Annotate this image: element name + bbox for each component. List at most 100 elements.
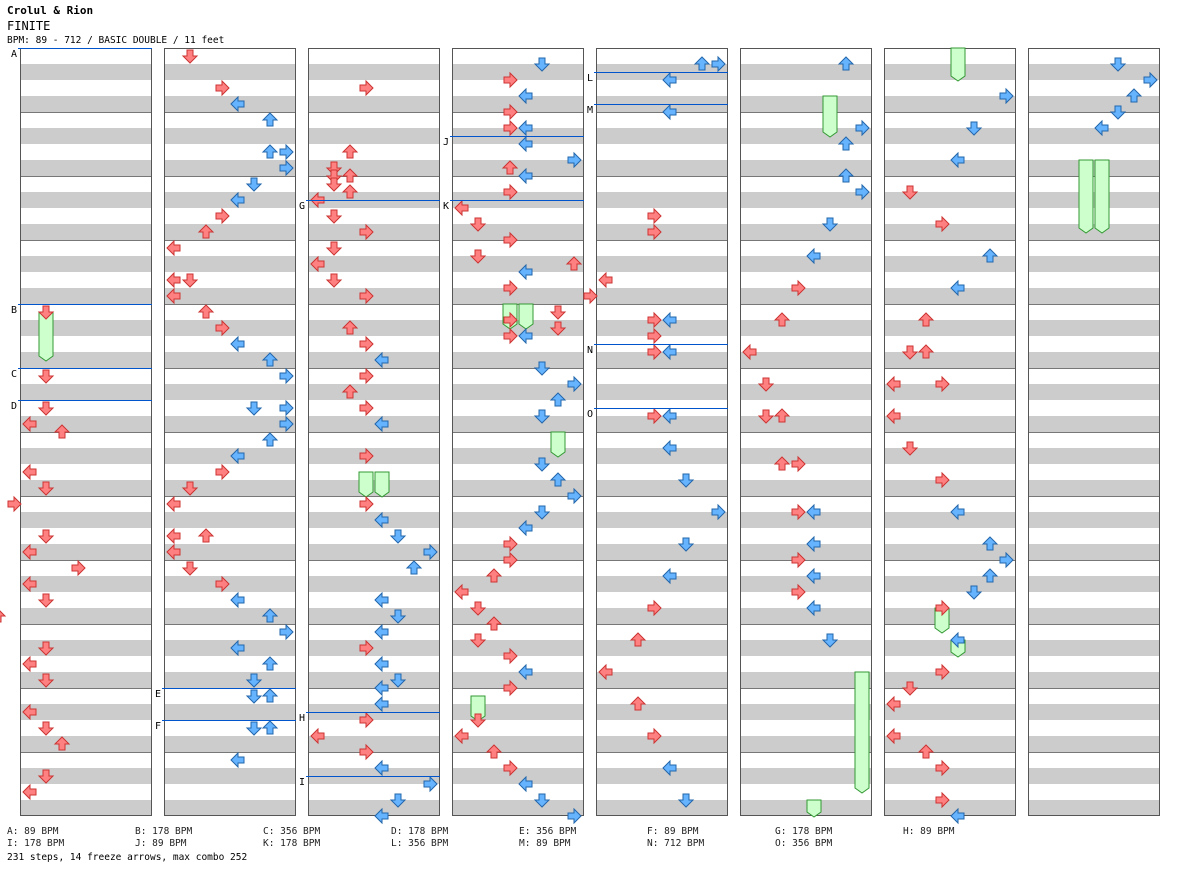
beat-stripe (164, 800, 296, 816)
step-arrow (37, 593, 55, 608)
step-arrow (37, 769, 55, 784)
beat-stripe (308, 544, 440, 560)
beat-stripe (1028, 96, 1160, 112)
step-arrow (215, 79, 230, 97)
beat-stripe (884, 352, 1016, 368)
step-arrow (181, 49, 199, 64)
step-arrow (1143, 71, 1158, 89)
beat-stripe (740, 352, 872, 368)
step-arrow (359, 743, 374, 761)
step-arrow (405, 560, 423, 575)
beat-stripe (596, 128, 728, 144)
freeze-arrow (1094, 159, 1110, 234)
step-arrow (261, 144, 279, 159)
beat-stripe (740, 576, 872, 592)
step-arrow (647, 407, 662, 425)
step-arrow (374, 655, 389, 673)
step-arrow (469, 633, 487, 648)
beat-stripe (164, 768, 296, 784)
step-arrow (503, 759, 518, 777)
step-arrow (261, 688, 279, 703)
step-arrow (999, 87, 1014, 105)
beat-stripe (596, 320, 728, 336)
beat-stripe (308, 672, 440, 688)
step-arrow (215, 463, 230, 481)
step-arrow (518, 775, 533, 793)
step-arrow (359, 399, 374, 417)
step-arrow (629, 696, 647, 711)
step-arrow (245, 177, 263, 192)
freeze-arrow (518, 303, 534, 330)
beat-stripe (740, 128, 872, 144)
step-arrow (37, 305, 55, 320)
step-arrow (261, 352, 279, 367)
step-arrow (22, 703, 37, 721)
freeze-arrow (1078, 159, 1094, 234)
step-arrow (166, 527, 181, 545)
beat-stripe (20, 192, 152, 208)
beat-stripe (1028, 64, 1160, 80)
freeze-arrow (854, 671, 870, 794)
beat-stripe (20, 544, 152, 560)
step-arrow (374, 679, 389, 697)
beat-stripe (1028, 352, 1160, 368)
chart-summary: 231 steps, 14 freeze arrows, max combo 2… (7, 852, 248, 863)
step-arrow (503, 183, 518, 201)
step-arrow (503, 679, 518, 697)
beat-stripe (884, 704, 1016, 720)
step-arrow (279, 367, 294, 385)
step-arrow (935, 471, 950, 489)
step-arrow (374, 695, 389, 713)
step-arrow (935, 215, 950, 233)
bpm-change-label: M (587, 105, 593, 116)
bpm-change-label: N (587, 345, 593, 356)
step-arrow (518, 167, 533, 185)
step-arrow (981, 248, 999, 263)
beat-stripe (596, 672, 728, 688)
beat-stripe (1028, 320, 1160, 336)
step-arrow (469, 601, 487, 616)
step-arrow (1125, 88, 1143, 103)
bpm-change-label: L (587, 73, 593, 84)
beat-stripe (884, 160, 1016, 176)
step-arrow (503, 535, 518, 553)
step-arrow (647, 223, 662, 241)
beat-stripe (740, 224, 872, 240)
step-arrow (791, 551, 806, 569)
bpm-legend-item: L: 356 BPM (391, 838, 449, 849)
beat-stripe (164, 64, 296, 80)
bpm-legend-item: D: 178 BPM (391, 826, 449, 837)
step-arrow (518, 663, 533, 681)
step-arrow (662, 71, 677, 89)
beat-stripe (20, 288, 152, 304)
step-arrow (503, 311, 518, 329)
step-arrow (245, 401, 263, 416)
column-border (308, 48, 440, 816)
step-arrow (886, 695, 901, 713)
step-arrow (389, 529, 407, 544)
step-arrow (647, 207, 662, 225)
beat-stripe (884, 576, 1016, 592)
beat-stripe (1028, 672, 1160, 688)
step-arrow (359, 335, 374, 353)
step-arrow (53, 736, 71, 751)
beat-stripe (884, 768, 1016, 784)
beat-stripe (1028, 704, 1160, 720)
beat-stripe (452, 608, 584, 624)
step-arrow (485, 744, 503, 759)
step-arrow (837, 168, 855, 183)
beat-stripe (884, 128, 1016, 144)
beat-stripe (452, 416, 584, 432)
step-arrow (166, 543, 181, 561)
beat-stripe (884, 288, 1016, 304)
beat-stripe (596, 288, 728, 304)
beat-stripe (596, 608, 728, 624)
step-arrow (981, 568, 999, 583)
beat-stripe (452, 288, 584, 304)
step-arrow (230, 751, 245, 769)
step-arrow (37, 401, 55, 416)
beat-stripe (308, 128, 440, 144)
step-arrow (837, 56, 855, 71)
step-arrow (662, 567, 677, 585)
step-arrow (359, 367, 374, 385)
